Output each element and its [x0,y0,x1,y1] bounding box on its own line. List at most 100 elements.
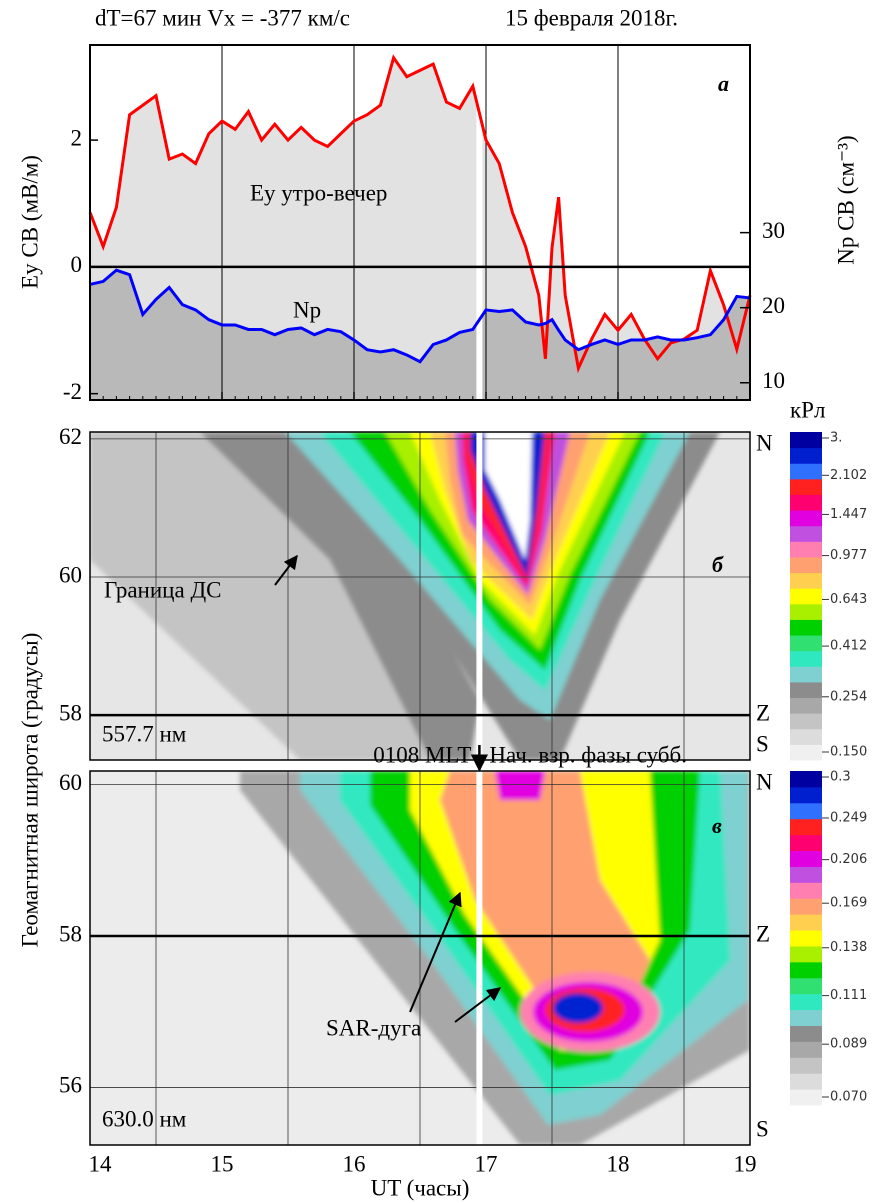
y-tick-label: 58 [59,700,82,725]
colorbar-swatch [790,1009,822,1026]
colorbar-tick-label: 0.111 [830,988,867,1003]
colorbar-swatch [790,1057,822,1074]
onset-label: Нач. взр. фазы субб. [489,742,687,767]
colorbar-swatch [790,1041,822,1058]
annotation-arrow [454,987,502,1023]
colorbar-tick-label: 2.102 [830,468,867,483]
annotation-arrow [409,891,462,1013]
colorbar-swatch [790,818,822,836]
colorbar-tick-label: 0.206 [830,852,867,867]
colorbar-swatch [790,666,822,683]
x-tick-label: 17 [475,1151,498,1176]
x-axis-label: UT (часы) [371,1175,470,1200]
colorbar-swatch [790,619,822,636]
data-gap [476,771,483,1145]
colorbar-swatch [790,744,822,761]
y2-axis-label: Np СВ (см⁻³) [833,135,858,264]
emission-region [553,993,603,1023]
colorbar-tick-label: 0.249 [830,810,867,825]
colorbar-swatch [790,588,822,605]
colorbar-swatch [790,850,822,867]
colorbar-title: кРл [790,397,825,422]
panel-label: а [718,71,729,96]
keogram-image [90,432,720,760]
y-tick-label: 56 [59,1073,82,1098]
colorbar-swatch [790,1073,822,1090]
colorbar-tick-label: 0.169 [830,896,867,911]
colorbar-swatch [790,572,822,589]
x-tick-label: 14 [89,1151,113,1176]
colorbar-swatch [790,1025,822,1042]
colorbar-tick-label: 0.643 [830,592,867,607]
emission-region [440,771,650,1035]
colorbar-swatch [790,650,822,667]
x-tick-label: 16 [343,1151,366,1176]
series-label: Np [293,297,321,322]
y2-tick-label: 20 [762,293,785,318]
plot-frame [89,431,751,761]
colorbar-swatch [790,541,822,558]
y-tick-label: 0 [71,252,83,277]
emission-region [485,432,532,560]
x-tick-label: 18 [607,1151,630,1176]
colorbar-swatch [790,510,822,527]
series-area [90,57,750,401]
colorbar-swatch [790,1089,822,1106]
colorbar-tick-label: 3. [830,431,842,446]
colorbar-swatch [790,556,822,574]
direction-label: S [756,731,769,756]
keogram [90,771,750,1145]
colorbar-swatch [790,525,822,542]
y-axis-label: Геомагнитная широта (градусы) [17,633,42,948]
colorbar-tick-label: 0.138 [830,940,867,955]
onset-mlt: 0108 MLT [373,742,471,767]
colorbar-tick-label: 0.254 [830,689,867,704]
colorbar-swatch [790,728,822,745]
series-line [88,54,752,374]
colorbar-tick-label: 1.447 [830,507,867,522]
plot-frame [89,770,751,1146]
colorbar-tick-label: 0.3 [830,770,851,785]
y-tick-label: 60 [59,562,82,587]
direction-label: N [756,769,773,794]
direction-label: S [756,1116,769,1141]
colorbar-tick-label: 0.977 [830,548,867,563]
panel-label: б [712,552,724,577]
colorbar-swatch [790,681,822,699]
colorbar-swatch [790,945,822,963]
annotation-arrow [274,554,298,586]
keogram [90,432,750,760]
direction-label: Z [756,700,770,725]
colorbar-swatch [790,713,822,730]
x-tick-label: 15 [211,1151,234,1176]
y-tick-label: 2 [71,125,83,150]
series-label: Ey утро-вечер [250,180,387,205]
colorbar-swatch [790,603,822,620]
wavelength-label: 630.0 нм [102,1106,187,1131]
plot-frame [89,44,751,401]
annotation: SAR-дуга [326,1015,421,1040]
direction-label: Z [756,921,770,946]
colorbar-swatch [790,802,822,820]
colorbar-swatch [790,463,822,480]
colorbar-swatch [790,494,822,511]
colorbar-swatch [790,432,822,449]
y-axis-label: Ey СВ (мВ/м) [17,155,42,289]
y-tick-label: 60 [59,770,82,795]
y-tick-label: 62 [59,424,82,449]
colorbar-swatch [790,993,822,1011]
emission-region [90,432,470,760]
panel-label: в [712,813,722,838]
series-line [89,268,751,364]
colorbar-swatch [790,961,822,979]
colorbar-swatch [790,447,822,464]
direction-label: N [756,430,773,455]
colorbar-swatch [790,930,822,947]
emission-region [200,432,480,760]
annotation: Граница ДС [104,577,221,602]
chart-title: dT=67 мин Vx = -377 км/с [95,5,350,30]
colorbar-tick-label: 0.412 [830,639,867,654]
colorbar-tick-label: 0.070 [830,1090,867,1105]
series-area [90,270,750,400]
